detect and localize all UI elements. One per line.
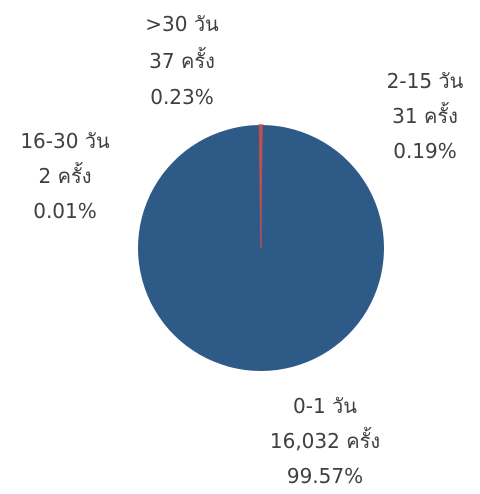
- label-percent-2-15: 0.19%: [393, 139, 457, 163]
- pie-slices: [137, 124, 384, 371]
- label-count-2-15: 31 ครั้ง: [392, 102, 458, 128]
- data-label-2-15: 2-15 วัน 31 ครั้ง 0.19%: [387, 69, 464, 163]
- data-label-over-30: >30 วัน 37 ครั้ง 0.23%: [145, 12, 219, 109]
- slice-0-1: [137, 125, 384, 371]
- label-count-16-30: 2 ครั้ง: [39, 162, 92, 188]
- label-percent-0-1: 99.57%: [287, 464, 363, 488]
- label-percent-over-30: 0.23%: [150, 85, 214, 109]
- data-label-16-30: 16-30 วัน 2 ครั้ง 0.01%: [20, 129, 110, 223]
- data-label-0-1: 0-1 วัน 16,032 ครั้ง 99.57%: [270, 394, 380, 488]
- label-category-16-30: 16-30 วัน: [20, 129, 110, 153]
- label-count-over-30: 37 ครั้ง: [149, 47, 215, 73]
- label-category-0-1: 0-1 วัน: [293, 394, 357, 418]
- slice-2-15: [258, 124, 262, 249]
- label-count-0-1: 16,032 ครั้ง: [270, 427, 380, 453]
- label-category-over-30: >30 วัน: [145, 12, 219, 36]
- label-percent-16-30: 0.01%: [33, 199, 97, 223]
- label-category-2-15: 2-15 วัน: [387, 69, 464, 93]
